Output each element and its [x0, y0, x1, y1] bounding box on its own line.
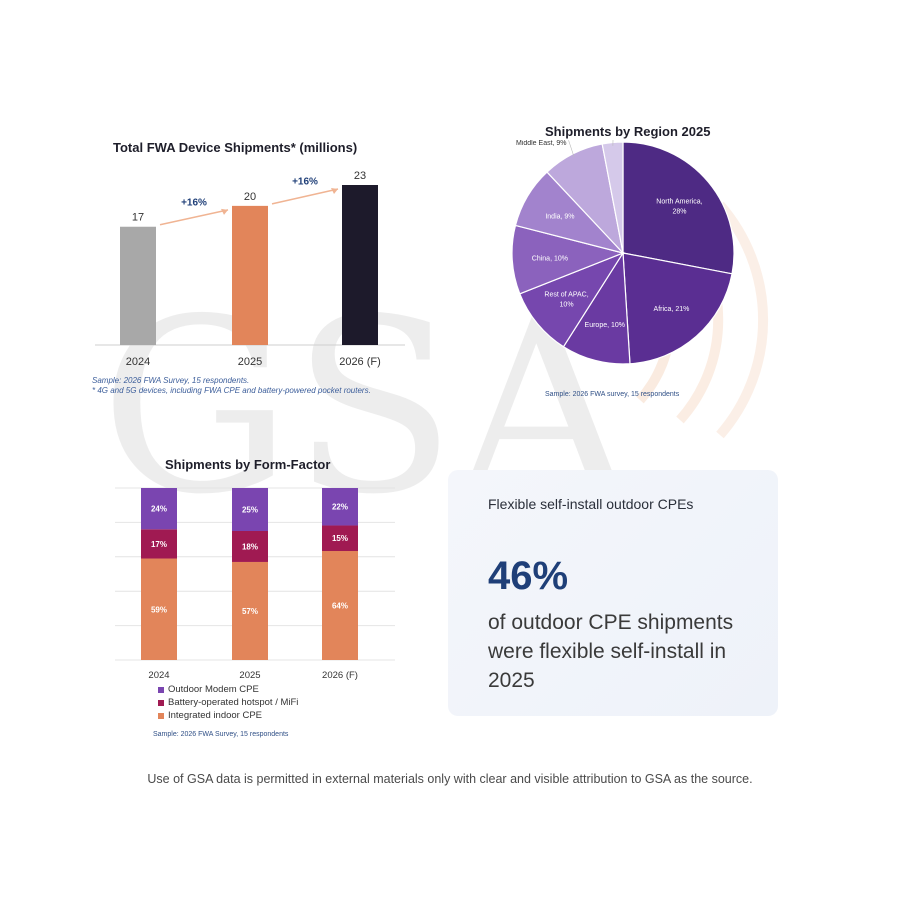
- self-install-callout: Flexible self-install outdoor CPEs 46% o…: [448, 470, 778, 716]
- legend-label-indoor-cpe: Integrated indoor CPE: [168, 710, 263, 721]
- pie-slice-label: North America,: [656, 198, 702, 205]
- stack-segment-label: 24%: [151, 505, 167, 514]
- legend-swatch-indoor-cpe: [158, 712, 164, 719]
- bar-value-label: 20: [244, 191, 256, 203]
- legend-item-indoor-cpe: Integrated indoor CPE: [158, 709, 298, 722]
- legend-item-outdoor-modem: Outdoor Modem CPE: [158, 683, 298, 696]
- total-shipments-plot: 17 2024 20 2025 23 2026 (F) +16% +16%: [95, 170, 405, 368]
- x-tick-label: 2024: [148, 670, 169, 681]
- growth-annotation: +16%: [292, 176, 318, 187]
- stack-segment: [232, 531, 268, 562]
- form-factor-note: Sample: 2026 FWA Survey, 15 respondents: [153, 731, 289, 738]
- bar-2026 (F): [342, 185, 378, 345]
- pie-slice: [601, 141, 624, 254]
- attribution-footer: Use of GSA data is permitted in external…: [147, 772, 753, 786]
- region-pie-plot: North America, 28% Africa, 21% Europe, 10% R…: [511, 140, 735, 365]
- pie-slice-label: China, 10%: [532, 256, 568, 263]
- pie-slice-label: Africa, 21%: [654, 306, 690, 313]
- stack-segment: [141, 488, 177, 530]
- pie-leader-line: [568, 140, 575, 158]
- total-shipments-note-1: Sample: 2026 FWA Survey, 15 respondents.: [92, 376, 250, 385]
- x-tick-label: 2025: [238, 356, 262, 368]
- stack-segment-label: 25%: [242, 506, 258, 515]
- pie-slice-label: Rest of APAC,: [544, 292, 588, 299]
- bar-value-label: 17: [132, 212, 144, 224]
- legend-label-hotspot: Battery-operated hotspot / MiFi: [168, 697, 299, 708]
- growth-annotation: +16%: [181, 197, 207, 208]
- x-tick-label: 2026 (F): [322, 670, 358, 681]
- legend-item-hotspot: Battery-operated hotspot / MiFi: [158, 696, 298, 709]
- total-shipments-note-2: * 4G and 5G devices, including FWA CPE a…: [92, 386, 371, 395]
- callout-big-value: 46%: [488, 554, 569, 598]
- stack-segment-label: 64%: [332, 602, 348, 611]
- bar-2025: [232, 205, 268, 345]
- stack-segment: [322, 551, 358, 660]
- pie-slice-label-value: 28%: [672, 208, 686, 215]
- growth-arrow-head: [221, 208, 228, 215]
- callout-subtitle: Flexible self-install outdoor CPEs: [488, 496, 694, 512]
- stack-segment-label: 59%: [151, 605, 167, 614]
- pie-slice-label-value: 10%: [560, 302, 574, 309]
- pie-slice-label: Europe, 10%: [585, 322, 625, 329]
- stack-segment-label: 18%: [242, 542, 258, 551]
- region-pie-title: Shipments by Region 2025: [545, 124, 711, 139]
- form-factor-legend: Outdoor Modem CPE Battery-operated hotsp…: [158, 683, 298, 722]
- stack-segment-label: 22%: [332, 503, 348, 512]
- pie-slice: [622, 252, 733, 365]
- pie-slice-label: Middle East, 9%: [516, 140, 567, 147]
- stack-segment-label: 15%: [332, 534, 348, 543]
- stack-segment: [322, 525, 358, 552]
- x-tick-label: 2026 (F): [339, 356, 381, 368]
- growth-arrow-head: [331, 188, 338, 194]
- x-tick-label: 2024: [126, 356, 150, 368]
- total-shipments-title: Total FWA Device Shipments* (millions): [113, 140, 358, 155]
- bar-2024: [120, 226, 156, 345]
- region-pie-note: Sample: 2026 FWA survey, 15 respondents: [545, 391, 680, 398]
- stack-segment: [232, 488, 268, 531]
- pie-slice-label: India, 9%: [545, 214, 574, 221]
- growth-arrow: [271, 188, 339, 205]
- stack-segment: [232, 561, 268, 660]
- stack-segment-label: 57%: [242, 607, 258, 616]
- stack-segment-label: 17%: [151, 540, 167, 549]
- form-factor-title: Shipments by Form-Factor: [165, 457, 331, 472]
- form-factor-plot: 59% 17% 24% 2024 57% 18% 25% 2025 64% 15% 22% 2026 …: [115, 487, 395, 681]
- stack-segment: [322, 488, 358, 526]
- growth-arrow: [159, 209, 229, 226]
- legend-swatch-hotspot: [158, 699, 164, 706]
- callout-description: of outdoor CPE shipments were flexible s…: [488, 611, 734, 692]
- pie-slice: [622, 141, 735, 275]
- bar-value-label: 23: [354, 170, 366, 182]
- legend-swatch-outdoor-modem: [158, 686, 164, 693]
- stack-segment: [141, 558, 177, 660]
- stack-segment: [141, 529, 177, 559]
- x-tick-label: 2025: [239, 670, 260, 681]
- legend-label-outdoor-modem: Outdoor Modem CPE: [168, 684, 259, 695]
